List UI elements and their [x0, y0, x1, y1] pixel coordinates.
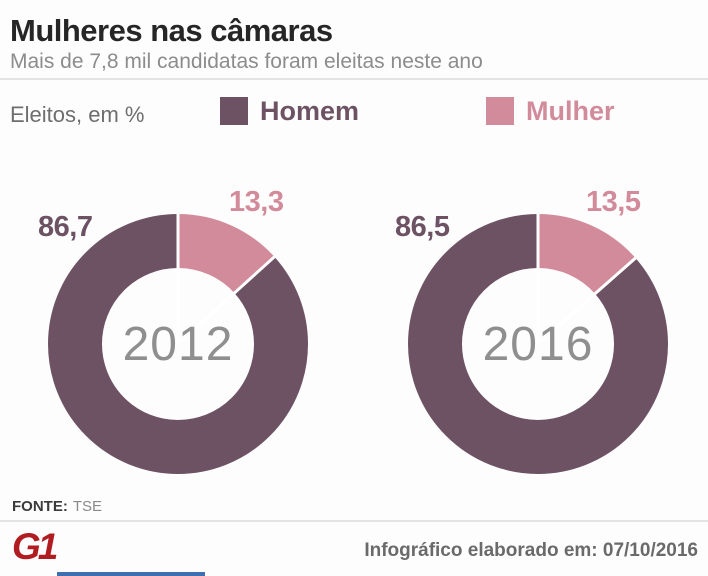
page-title: Mulheres nas câmaras	[10, 13, 333, 48]
donut-center-label-2012: 2012	[122, 317, 234, 371]
header-divider	[0, 78, 708, 80]
page-subtitle: Mais de 7,8 mil candidatas foram eleitas…	[10, 50, 483, 73]
unit-label: Eleitos, em %	[10, 102, 145, 127]
value-label-homem-2016: 86,5	[395, 211, 450, 243]
donut-center-label-2016: 2016	[482, 317, 594, 371]
g1-logo: G1	[12, 526, 58, 567]
legend-label-mulher: Mulher	[526, 96, 615, 126]
value-label-mulher-2016: 13,5	[586, 186, 641, 218]
legend-swatch-homem	[220, 97, 248, 125]
source-line: FONTE: TSE	[12, 498, 102, 515]
partial-bottom-element	[57, 572, 205, 576]
value-label-mulher-2012: 13,3	[229, 186, 284, 218]
legend-item-mulher: Mulher	[486, 97, 615, 125]
footer-divider	[0, 520, 708, 522]
source-value: TSE	[72, 498, 103, 515]
credit-text: Infográfico elaborado em: 07/10/2016	[364, 540, 698, 561]
legend-item-homem: Homem	[220, 97, 359, 125]
donut-chart-2012: 2012	[46, 212, 310, 476]
value-label-homem-2012: 86,7	[38, 211, 93, 243]
donut-chart-2016: 2016	[406, 212, 670, 476]
legend-swatch-mulher	[486, 97, 514, 125]
legend-label-homem: Homem	[260, 96, 360, 126]
source-label: FONTE:	[12, 498, 68, 515]
